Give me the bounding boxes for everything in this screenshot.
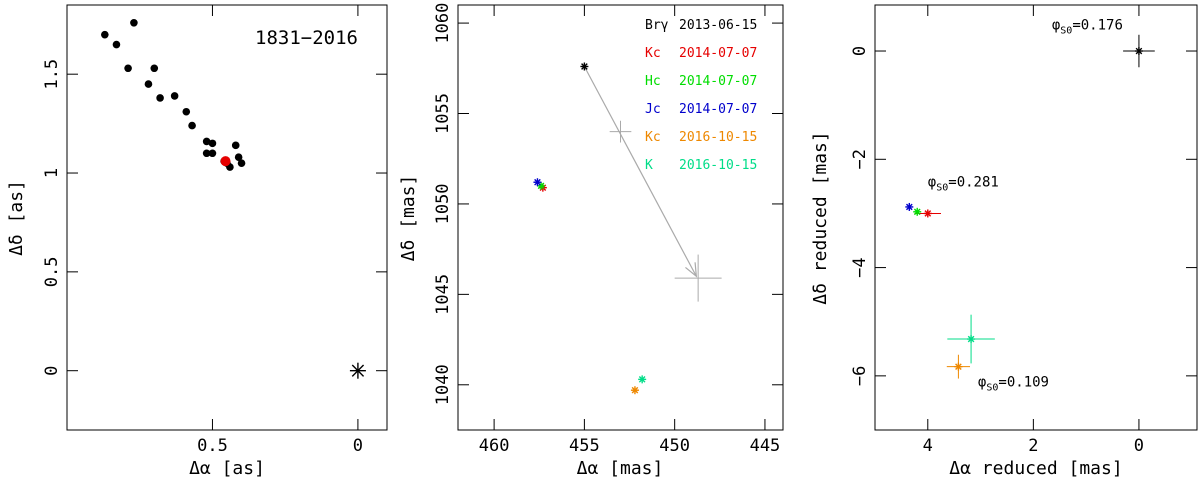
- data-point: [905, 202, 914, 211]
- legend-date: 2014-07-07: [679, 102, 757, 117]
- legend-name: Hc: [645, 74, 661, 89]
- y-tick-label: 1045: [433, 274, 453, 315]
- chart-title: 1831−2016: [255, 27, 358, 49]
- y-tick-label: 1.5: [42, 59, 62, 90]
- ticks: 0.5 0 0 0.5 1 1.5: [42, 5, 387, 456]
- data-points: [533, 62, 722, 395]
- x-axis-label: Δα [mas]: [577, 458, 664, 479]
- data-point: [533, 178, 542, 187]
- data-point: [182, 107, 191, 116]
- legend-date: 2014-07-07: [679, 46, 757, 61]
- data-point: [150, 64, 159, 73]
- legend-date: 2016-10-15: [679, 130, 757, 145]
- arrow-head: [685, 262, 698, 278]
- data-point: [124, 64, 132, 73]
- x-tick-label: 450: [659, 436, 690, 456]
- data-point: [231, 141, 240, 150]
- data-point: [638, 375, 647, 384]
- origin-marker: [349, 362, 366, 379]
- x-tick-label: 0.5: [197, 436, 228, 456]
- data-point: [202, 137, 211, 146]
- data-point: [130, 18, 138, 27]
- y-tick-label: −4: [850, 257, 870, 277]
- y-tick-label: 1: [42, 168, 62, 178]
- motion-arrow: [583, 66, 697, 277]
- panel-1: Δα [as] Δδ [as] 1831−2016 0.5 0 0 0.5 1 1.5: [6, 4, 388, 479]
- legend-date: 2013-06-15: [679, 18, 757, 33]
- y-tick-label: 0: [850, 46, 870, 56]
- ticks: 460 455 450 445 1040 1045 1050 1055 1060: [433, 3, 783, 456]
- phase-annotation: φS0=0.176: [1052, 17, 1123, 36]
- x-tick-label: 0: [1134, 436, 1144, 456]
- data-point: [156, 94, 164, 102]
- plot-frame: [874, 4, 1198, 431]
- y-tick-label: −2: [850, 149, 870, 169]
- data-point: [237, 159, 246, 167]
- y-tick-label: 0.5: [42, 257, 62, 288]
- legend-name: K: [645, 158, 653, 173]
- data-point: [208, 139, 217, 148]
- y-tick-label: 1055: [433, 93, 453, 134]
- legend-name: Jc: [645, 102, 661, 117]
- data-point: [1134, 47, 1143, 56]
- plot-frame: [66, 4, 388, 431]
- plot-frame: [457, 4, 784, 431]
- data-points: [905, 34, 1155, 379]
- y-tick-label: 1050: [433, 183, 453, 224]
- phase-annotation: φS0=0.109: [978, 375, 1049, 394]
- x-axis-label: Δα [as]: [189, 458, 265, 479]
- legend-date: 2016-10-15: [679, 158, 757, 173]
- data-point: [101, 30, 109, 39]
- x-axis-label: Δα reduced [mas]: [949, 458, 1122, 479]
- data-point: [188, 121, 196, 130]
- legend-name: Kc: [645, 130, 661, 145]
- y-tick-label: 1060: [433, 3, 453, 44]
- data-point: [144, 80, 153, 88]
- x-tick-label: 445: [750, 436, 781, 456]
- y-axis-label: Δδ reduced [mas]: [810, 131, 831, 304]
- data-points: [101, 18, 366, 379]
- data-point: [954, 362, 963, 371]
- legend-name: Brγ: [645, 18, 669, 33]
- y-axis-label: Δδ [mas]: [398, 175, 419, 262]
- x-tick-label: 460: [479, 436, 510, 456]
- data-point: [220, 156, 231, 167]
- data-point: [967, 335, 976, 344]
- data-point: [208, 149, 217, 158]
- data-point: [170, 92, 179, 100]
- y-tick-label: −6: [850, 366, 870, 386]
- phase-annotations: φS0=0.176 φS0=0.281 φS0=0.109: [928, 17, 1123, 393]
- panel-3: Δα reduced [mas] Δδ reduced [mas] 4 2 0 −6 −…: [810, 4, 1198, 479]
- legend: Brγ 2013-06-15 Kc 2014-07-07 Hc 2014-07-07 Jc 2…: [645, 18, 757, 173]
- data-point: [202, 149, 211, 158]
- legend-date: 2014-07-07: [679, 74, 757, 89]
- data-point: [913, 207, 922, 216]
- y-tick-label: 0: [42, 366, 62, 376]
- y-axis-label: Δδ [as]: [6, 180, 27, 256]
- y-tick-label: 1040: [433, 364, 453, 405]
- ticks: 4 2 0 −6 −4 −2 0: [850, 5, 1197, 456]
- x-tick-label: 4: [923, 436, 933, 456]
- data-point: [630, 386, 639, 395]
- legend-name: Kc: [645, 46, 661, 61]
- data-point: [112, 40, 121, 49]
- data-point: [234, 153, 243, 162]
- panel-2: Δα [mas] Δδ [mas] 460 455 450 445 1040 1045 10…: [398, 3, 784, 479]
- data-point: [580, 62, 589, 71]
- data-point: [923, 209, 932, 218]
- x-tick-label: 455: [569, 436, 600, 456]
- x-tick-label: 0: [353, 436, 363, 456]
- x-tick-label: 2: [1028, 436, 1038, 456]
- phase-annotation: φS0=0.281: [928, 174, 999, 193]
